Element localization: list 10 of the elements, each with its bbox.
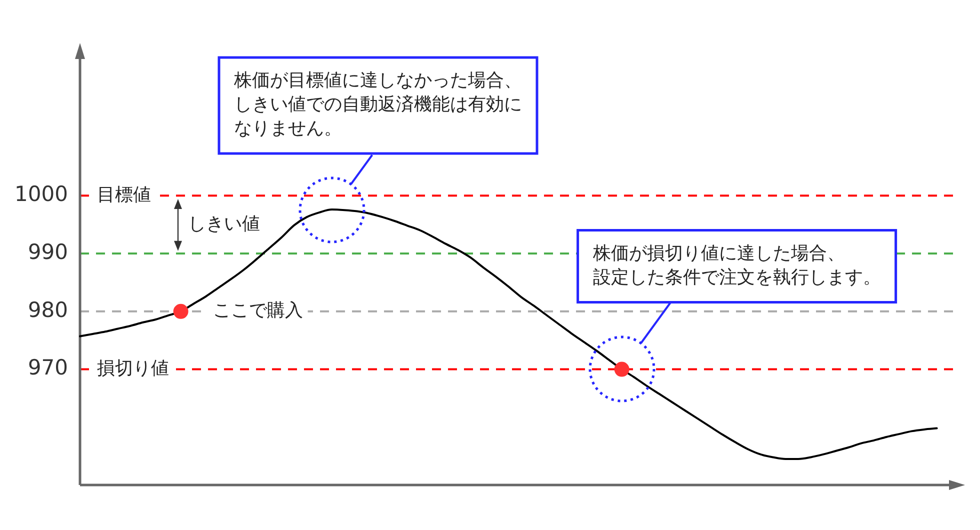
ref-line-label: 損切り値 — [97, 358, 169, 379]
y-tick-label: 990 — [28, 240, 68, 264]
y-tick-label: 1000 — [14, 182, 68, 206]
annotation: しきい値 — [188, 213, 260, 234]
y-tick-label: 980 — [28, 298, 68, 322]
annotation: 株価が目標値に達しなかった場合、しきい値での自動返済機能は有効になりません。 — [233, 70, 522, 140]
series-label: ここで購入 — [212, 300, 303, 322]
y-tick-label: 970 — [28, 356, 68, 380]
ref-line-label: 目標値 — [97, 184, 151, 206]
annotation: 株価が損切り値に達した場合、設定した条件で注文を執行します。 — [592, 242, 881, 288]
